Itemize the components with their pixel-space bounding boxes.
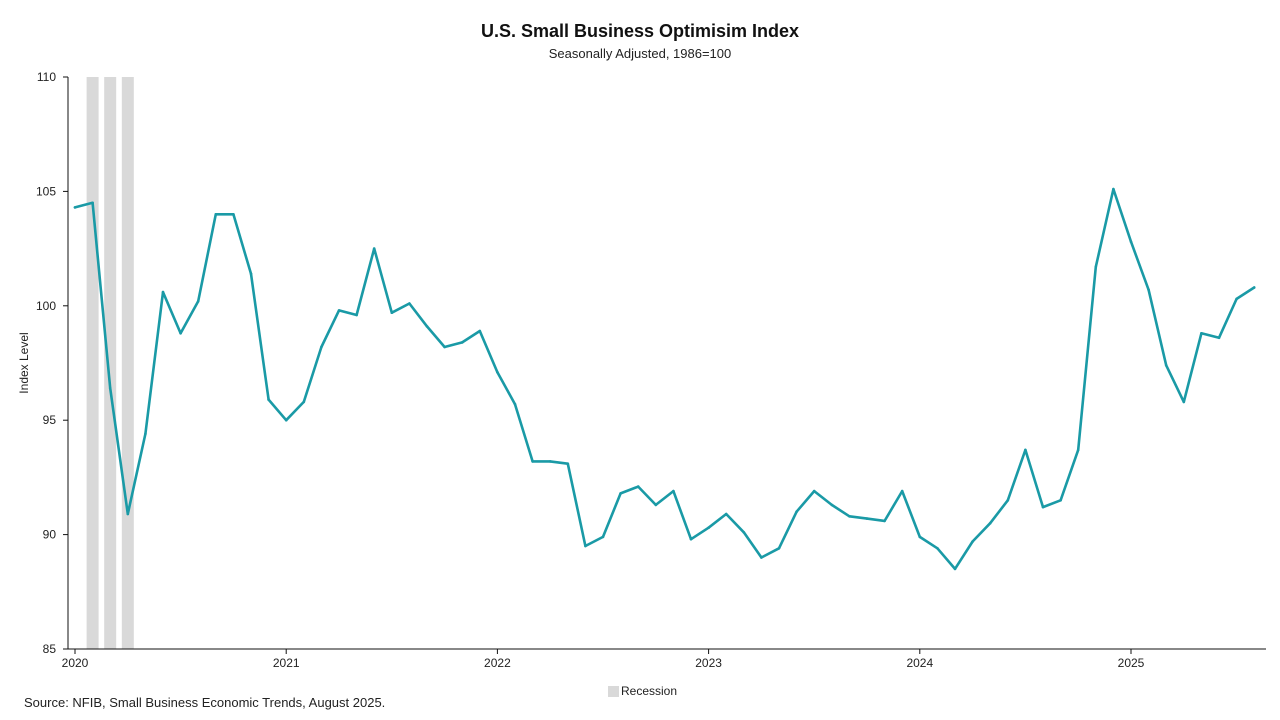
series-line [73, 187, 1256, 571]
y-tick-label: 110 [37, 70, 56, 84]
data-point [971, 540, 974, 543]
data-point [619, 492, 622, 495]
y-tick-label: 85 [43, 642, 57, 656]
data-point [830, 503, 834, 507]
data-point [1164, 364, 1168, 367]
data-point [1076, 448, 1080, 452]
data-point [883, 519, 886, 523]
data-point [936, 547, 939, 550]
data-point [795, 510, 798, 513]
y-axis-title: Index Level [17, 332, 31, 393]
data-point [566, 462, 570, 466]
data-point [320, 345, 323, 349]
data-point [848, 515, 851, 518]
data-point [460, 341, 464, 344]
data-point [232, 213, 235, 216]
data-point [126, 512, 130, 516]
data-point [1147, 288, 1150, 292]
data-point [443, 345, 446, 349]
data-point [196, 299, 200, 303]
data-point [249, 272, 253, 276]
chart-legend: Recession [608, 684, 677, 698]
recession-legend-swatch [608, 685, 619, 697]
recession-bar [104, 77, 117, 649]
data-point [812, 489, 816, 493]
data-point [1182, 400, 1186, 404]
chart-subtitle: Seasonally Adjusted, 1986=100 [548, 46, 732, 61]
x-tick-label: 2022 [484, 656, 511, 670]
source-note: Source: NFIB, Small Business Economic Tr… [24, 695, 386, 710]
data-point [654, 503, 658, 507]
data-point [144, 432, 147, 436]
data-point [513, 402, 517, 406]
recession-legend-label: Recession [621, 684, 678, 698]
x-tick-label: 2020 [62, 656, 89, 670]
data-point [601, 535, 605, 539]
data-point [548, 460, 552, 463]
data-point [724, 512, 728, 516]
data-point [1094, 265, 1098, 269]
data-point [742, 531, 746, 534]
data-point [284, 418, 288, 422]
data-point [73, 206, 77, 209]
data-point [302, 400, 306, 404]
data-point [777, 547, 781, 550]
data-point [1217, 336, 1221, 340]
data-point [91, 201, 94, 205]
data-point [214, 213, 218, 216]
data-point [900, 489, 904, 493]
data-point [636, 485, 640, 488]
data-point [179, 332, 182, 335]
y-tick-label: 90 [43, 528, 57, 542]
data-point [672, 489, 675, 493]
data-point [1112, 187, 1115, 191]
data-point [425, 325, 429, 328]
data-point [988, 521, 992, 525]
y-tick-label: 95 [43, 413, 57, 427]
data-point [1200, 332, 1203, 335]
data-point [390, 311, 394, 315]
data-point [408, 302, 411, 305]
data-point [108, 386, 112, 390]
data-point [531, 460, 534, 463]
data-point [496, 370, 499, 374]
data-point [1059, 499, 1062, 502]
data-point [760, 556, 763, 559]
y-tick-label: 100 [36, 299, 56, 313]
y-tick-label: 105 [36, 184, 56, 198]
data-point [1129, 240, 1133, 243]
chart-title: U.S. Small Business Optimisim Index [480, 21, 800, 41]
data-point [1024, 448, 1027, 452]
recession-bar [121, 77, 134, 649]
data-point [918, 535, 922, 539]
x-tick-label: 2024 [906, 656, 933, 670]
data-point [372, 247, 376, 250]
data-point [267, 398, 270, 401]
data-point [478, 329, 482, 333]
data-point [355, 313, 358, 317]
data-point [953, 567, 957, 571]
data-point [337, 309, 341, 312]
data-point [1252, 286, 1256, 289]
data-point [865, 517, 869, 520]
data-point [1041, 505, 1045, 509]
x-tick-label: 2021 [273, 656, 300, 670]
data-point [707, 526, 710, 529]
x-tick-label: 2025 [1118, 656, 1145, 670]
data-point [1235, 297, 1238, 301]
data-point [161, 290, 165, 294]
data-point [1006, 499, 1010, 502]
x-tick-label: 2023 [695, 656, 722, 670]
data-point [689, 537, 693, 541]
data-point [584, 544, 587, 548]
recession-bar [86, 77, 99, 649]
